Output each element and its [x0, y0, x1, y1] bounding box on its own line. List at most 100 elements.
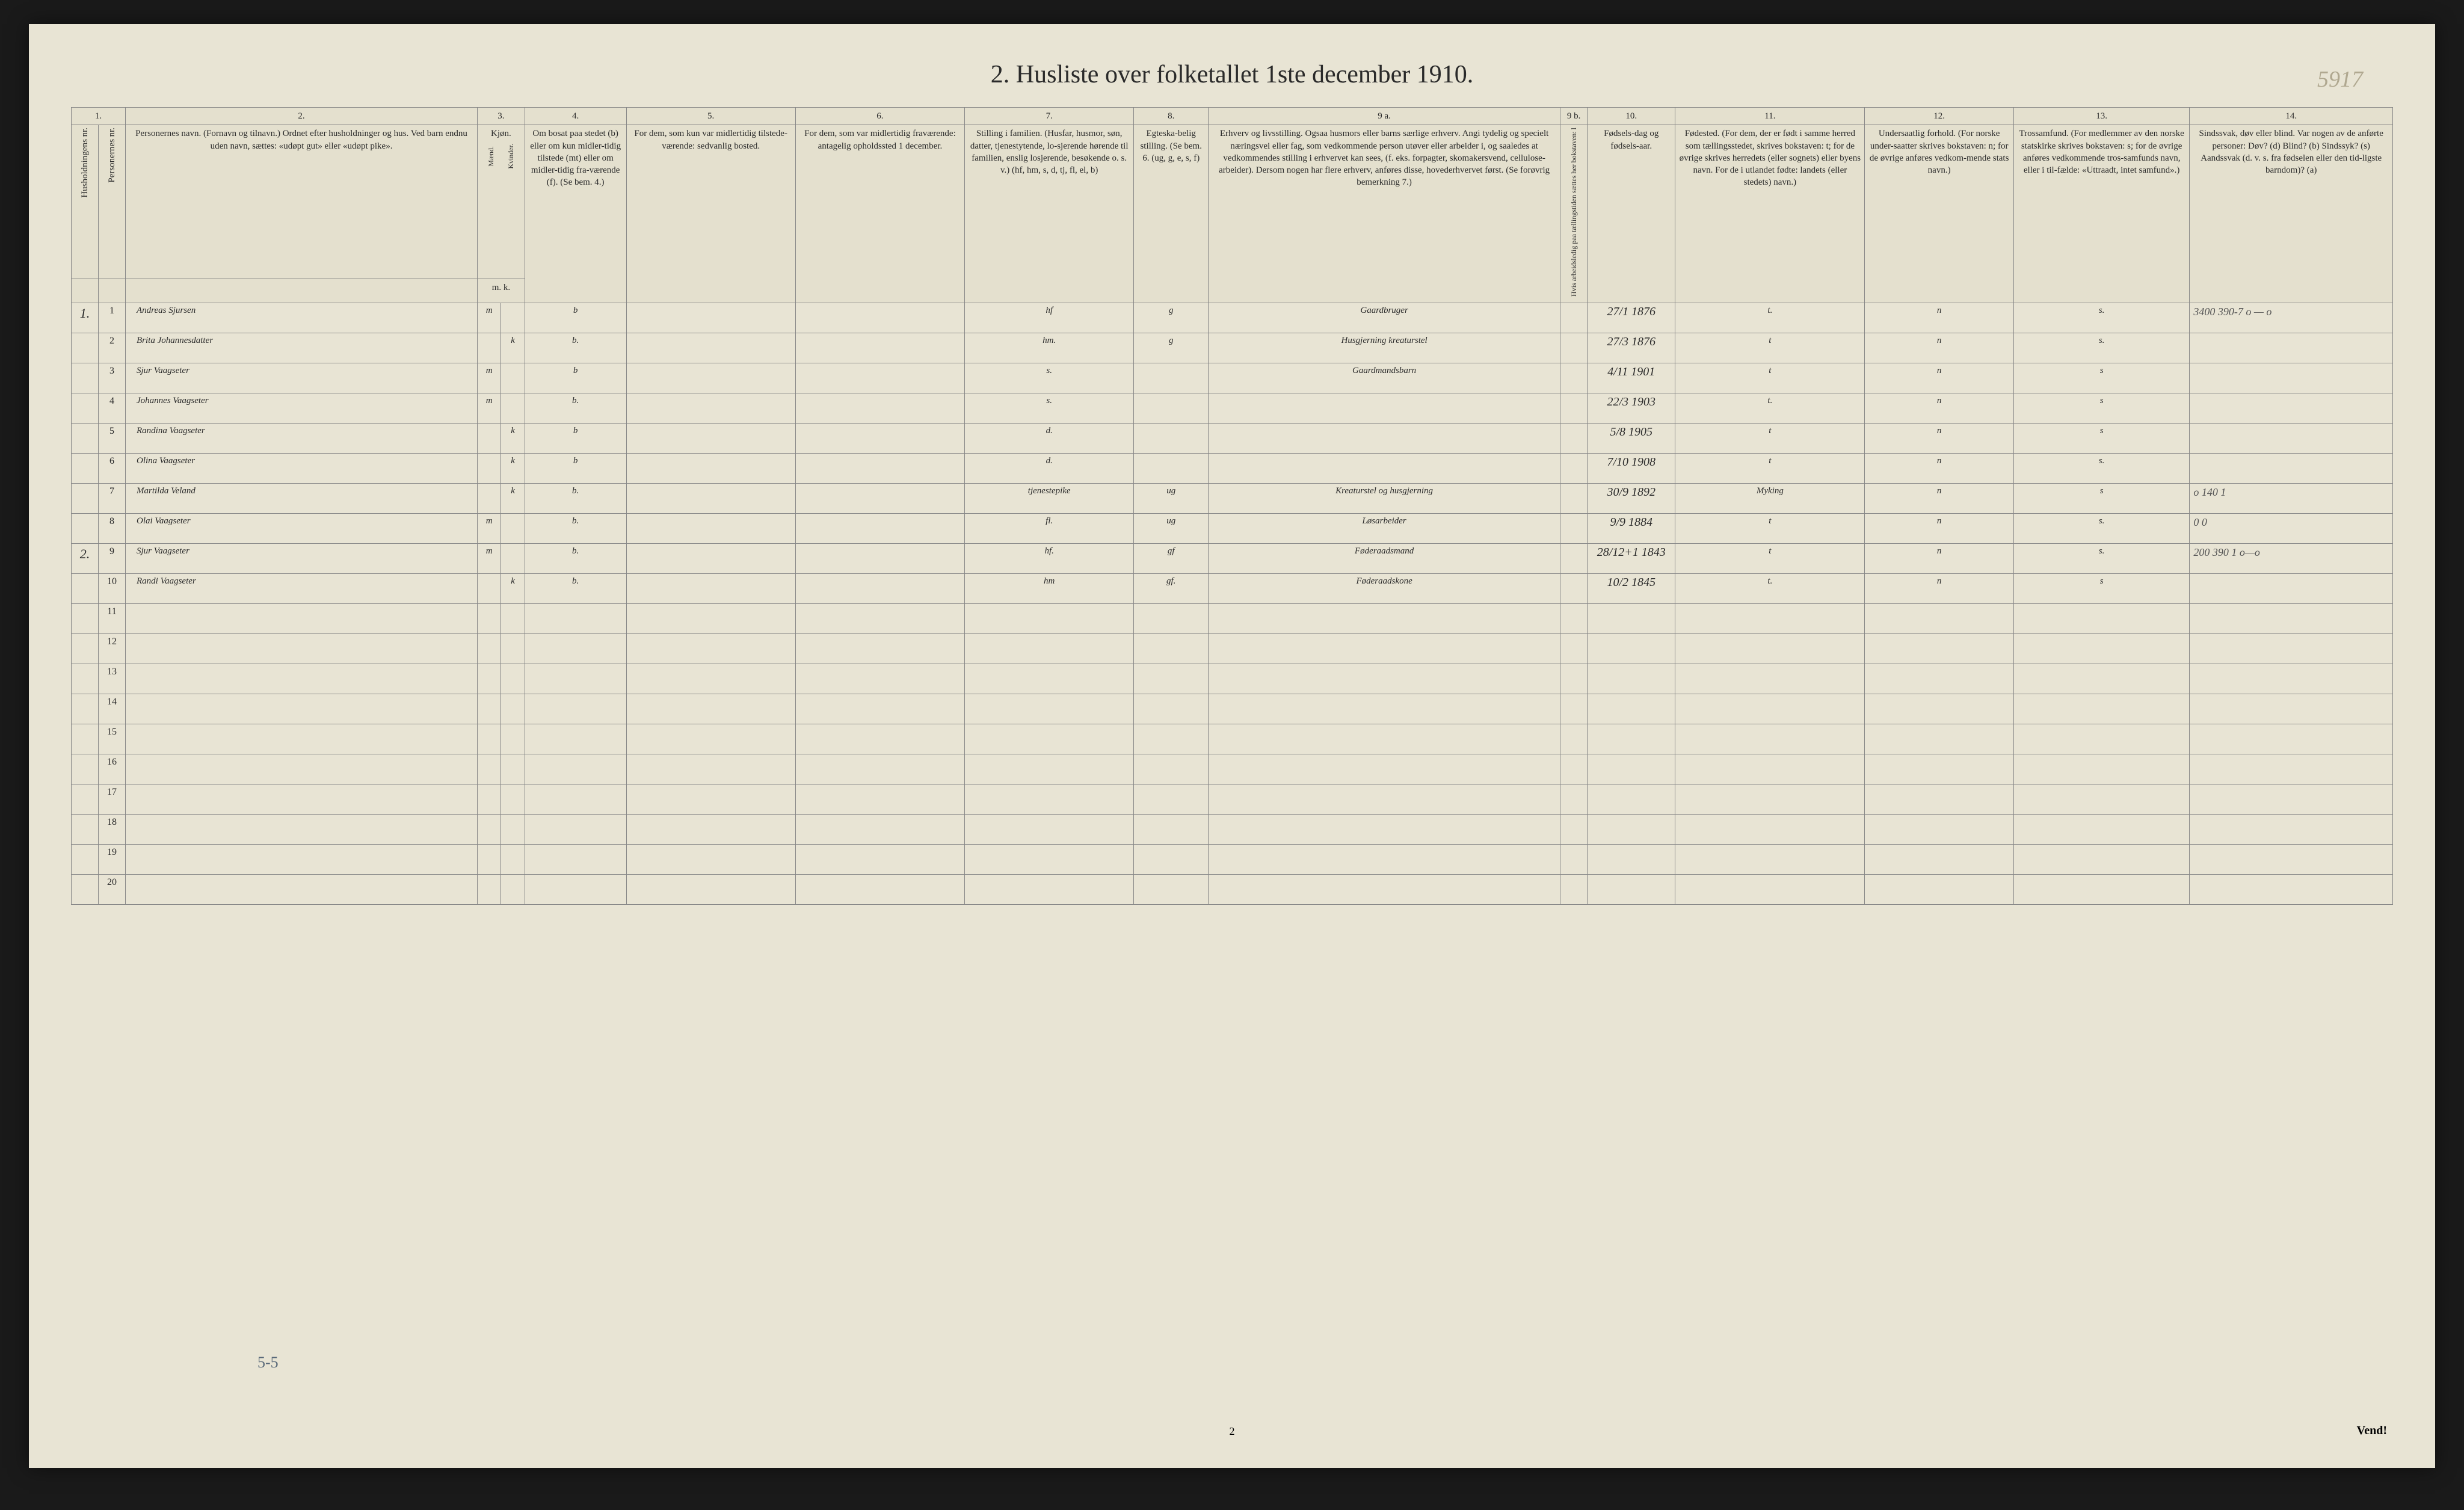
colnum-4: 4. [525, 108, 626, 125]
table-body: 1.1Andreas SjursenmbhfgGaardbruger27/1 1… [72, 303, 2393, 905]
colnum-12: 12. [1865, 108, 2014, 125]
empty-cell [1134, 784, 1209, 815]
cell-sex-m: m [478, 393, 501, 424]
empty-cell [478, 694, 501, 724]
cell-disability-margin: o 140 1 [2190, 484, 2393, 514]
table-row-empty: 12 [72, 634, 2393, 664]
empty-cell [1675, 634, 1865, 664]
empty-cell [501, 724, 525, 754]
empty-cell [525, 754, 626, 784]
empty-cell [1865, 784, 2014, 815]
colnum-3: 3. [478, 108, 525, 125]
cell-sex-m [478, 454, 501, 484]
colnum-2: 2. [126, 108, 478, 125]
cell-marital: gf [1134, 544, 1209, 574]
empty-cell [2190, 664, 2393, 694]
cell-religion: s. [2013, 454, 2190, 484]
cell-disability-margin: 0 0 [2190, 514, 2393, 544]
cell-person-no: 3 [99, 363, 126, 393]
cell-family-position: tjenestepike [965, 484, 1134, 514]
cell-where-absent [795, 484, 964, 514]
cell-unemployed [1560, 303, 1588, 333]
empty-cell [1865, 694, 2014, 724]
cell-name: Randina Vaagseter [126, 424, 478, 454]
empty-cell [795, 724, 964, 754]
cell-family-position: fl. [965, 514, 1134, 544]
empty-cell [1865, 875, 2014, 905]
empty-cell [1560, 694, 1588, 724]
cell-where-absent [795, 303, 964, 333]
empty-cell [2013, 754, 2190, 784]
empty-cell [1134, 664, 1209, 694]
empty-cell [965, 694, 1134, 724]
cell-occupation [1209, 393, 1560, 424]
cell-household-no [72, 393, 99, 424]
cell-person-no: 6 [99, 454, 126, 484]
table-header: 1. 2. 3. 4. 5. 6. 7. 8. 9 a. 9 b. 10. 11… [72, 108, 2393, 303]
cell-person-no: 8 [99, 514, 126, 544]
empty-cell: 13 [99, 664, 126, 694]
cell-nationality: n [1865, 484, 2014, 514]
footer-annotation-left: 5-5 [257, 1354, 279, 1372]
empty-cell [795, 754, 964, 784]
cell-birthdate: 5/8 1905 [1588, 424, 1675, 454]
cell-sex-m: m [478, 514, 501, 544]
cell-birthplace: t [1675, 514, 1865, 544]
table-row-empty: 18 [72, 815, 2393, 845]
cell-name: Olai Vaagseter [126, 514, 478, 544]
cell-where-resident [626, 574, 795, 604]
hdr-birthdate: Fødsels-dag og fødsels-aar. [1588, 125, 1675, 303]
cell-person-no: 9 [99, 544, 126, 574]
empty-cell [1675, 815, 1865, 845]
empty-cell [2190, 634, 2393, 664]
empty-cell [1675, 845, 1865, 875]
empty-cell [2190, 815, 2393, 845]
cell-religion: s [2013, 424, 2190, 454]
table-row-empty: 17 [72, 784, 2393, 815]
table-row: 2.9Sjur Vaagsetermb.hf.gfFøderaadsmand28… [72, 544, 2393, 574]
cell-person-no: 2 [99, 333, 126, 363]
empty-cell [1134, 634, 1209, 664]
cell-residence: b [525, 424, 626, 454]
cell-sex-m: m [478, 303, 501, 333]
empty-cell [2013, 784, 2190, 815]
cell-where-absent [795, 393, 964, 424]
cell-religion: s. [2013, 544, 2190, 574]
cell-sex-k: k [501, 454, 525, 484]
cell-where-resident [626, 484, 795, 514]
empty-cell [72, 845, 99, 875]
empty-cell [126, 754, 478, 784]
empty-cell [1865, 604, 2014, 634]
empty-cell [1865, 815, 2014, 845]
table-row: 5Randina Vaagseterkbd.5/8 1905tns [72, 424, 2393, 454]
empty-cell [525, 664, 626, 694]
empty-cell [626, 664, 795, 694]
empty-cell [2013, 694, 2190, 724]
empty-cell [525, 784, 626, 815]
cell-occupation: Husgjerning kreaturstel [1209, 333, 1560, 363]
empty-cell [795, 784, 964, 815]
cell-sex-k [501, 363, 525, 393]
cell-unemployed [1560, 454, 1588, 484]
hdr-marital: Egteska-belig stilling. (Se bem. 6. (ug,… [1134, 125, 1209, 303]
empty-cell [1209, 694, 1560, 724]
empty-cell [1134, 724, 1209, 754]
cell-household-no: 2. [72, 544, 99, 574]
empty-cell [1209, 634, 1560, 664]
cell-disability-margin: 200 390 1 o—o [2190, 544, 2393, 574]
cell-religion: s. [2013, 333, 2190, 363]
cell-disability-margin [2190, 574, 2393, 604]
empty-cell: 20 [99, 875, 126, 905]
cell-birthplace: t [1675, 544, 1865, 574]
cell-marital [1134, 363, 1209, 393]
empty-cell [1134, 694, 1209, 724]
empty-cell [1865, 724, 2014, 754]
cell-birthdate: 27/3 1876 [1588, 333, 1675, 363]
cell-residence: b. [525, 484, 626, 514]
empty-cell [126, 604, 478, 634]
empty-cell [525, 845, 626, 875]
cell-birthplace: t [1675, 363, 1865, 393]
empty-cell [795, 634, 964, 664]
empty-cell [2190, 694, 2393, 724]
empty-cell [1209, 784, 1560, 815]
